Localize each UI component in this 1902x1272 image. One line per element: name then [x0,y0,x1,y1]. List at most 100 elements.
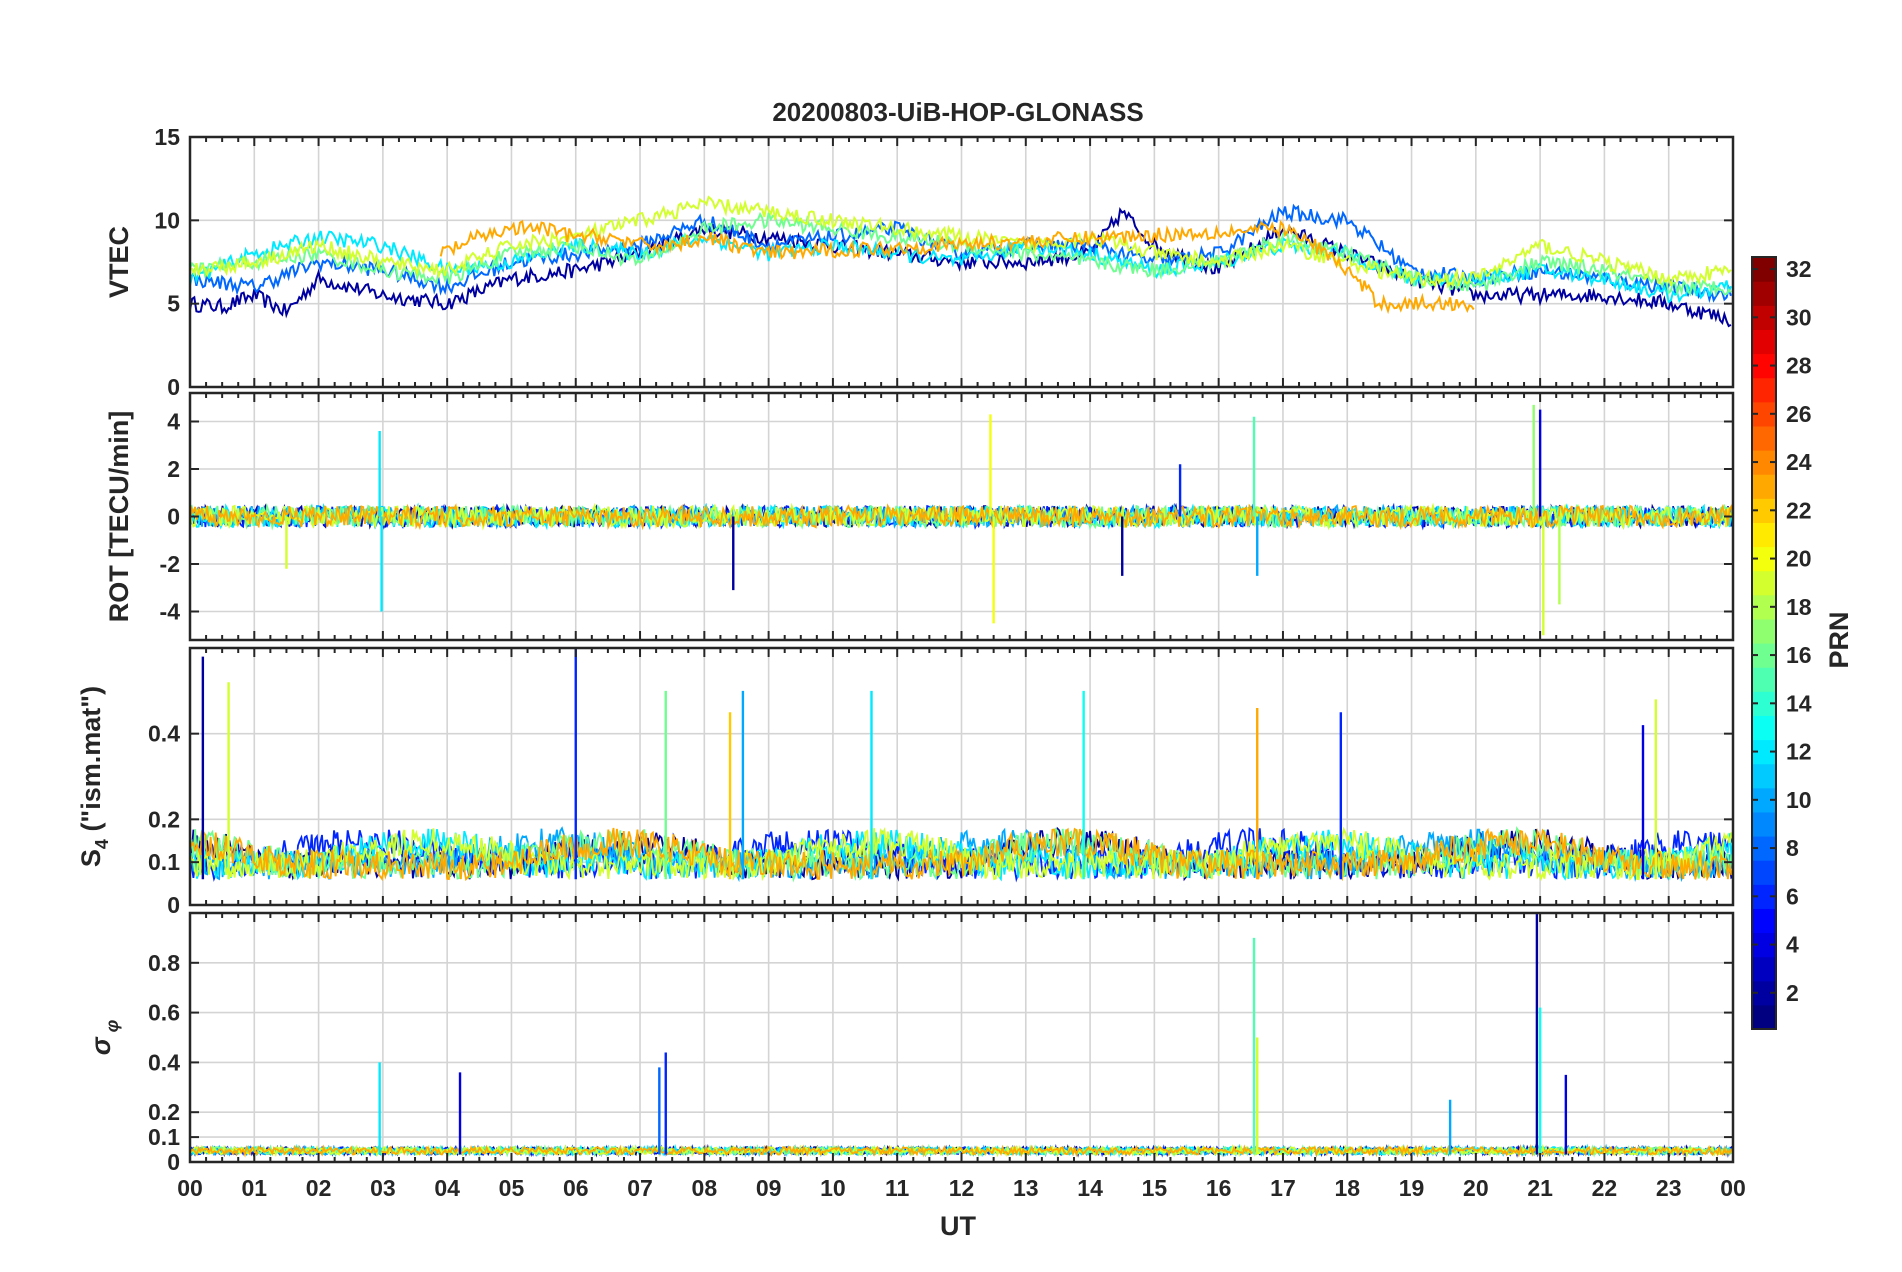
colorbar-tick-label: 4 [1786,932,1799,958]
panel-s4: 0 0.1 0.2 0.4 S4 ("ism.mat") [76,646,1735,918]
colorbar-tick-label: 14 [1786,690,1812,716]
x-tick-label: 00 [1720,1175,1746,1201]
x-tick-label: 02 [306,1175,332,1201]
series-group [190,404,1733,636]
x-tick-labels: 00 01 02 03 04 05 06 07 08 09 10 11 12 13 14 15 16 17 18 19… [177,1175,1746,1201]
noise-trace-prn-23 [190,503,1733,531]
x-tick-label: 23 [1656,1175,1682,1201]
colorbar-tick-label: 32 [1786,256,1812,282]
figure-title: 20200803-UiB-HOP-GLONASS [772,97,1143,127]
noise-trace-prn-19 [190,826,1733,882]
colorbar-tick-label: 18 [1786,594,1812,620]
y-tick-label: 0 [167,1149,180,1175]
x-tick-label: 00 [177,1175,203,1201]
y-tick-label: 0.4 [148,1049,180,1075]
y-tick-label: 0.2 [148,1099,180,1125]
x-tick-label: 03 [370,1175,396,1201]
x-tick-label: 12 [949,1175,975,1201]
x-tick-label: 21 [1527,1175,1553,1201]
series-group [190,195,1732,328]
colorbar-level [1752,425,1776,451]
colorbar-tick-label: 24 [1786,449,1812,475]
colorbar-level [1752,763,1776,789]
x-tick-label: 18 [1334,1175,1360,1201]
y-tick-label: -2 [160,551,180,577]
x-tick-label: 13 [1013,1175,1039,1201]
x-axis-label: UT [940,1211,976,1241]
colorbar-level [1752,811,1776,837]
y-tick-label: 5 [167,291,180,317]
colorbar-tick-label: 28 [1786,353,1812,379]
x-tick-label: 07 [627,1175,653,1201]
colorbar-level [1752,860,1776,885]
colorbar-level [1752,956,1776,982]
colorbar-level [1752,281,1776,306]
y-tick-label: 4 [167,409,180,435]
y-tick-label: 0.1 [148,849,180,875]
x-tick-label: 05 [499,1175,525,1201]
series-group [190,648,1733,883]
series-line-prn-19 [190,195,1732,289]
colorbar-tick-label: 30 [1786,304,1812,330]
y-axis-label: S4 ("ism.mat") [76,686,112,867]
y-tick-label: 15 [154,124,180,150]
colorbar-frame [1751,256,1777,1030]
x-tick-label: 22 [1592,1175,1618,1201]
y-tick-label: 0 [167,892,180,918]
y-tick-label: 0 [167,374,180,400]
y-tick-label: 0.6 [148,1000,180,1026]
panel-rot: -4 -2 0 2 4 ROT [TECU/min] [104,391,1735,642]
y-tick-label: -4 [160,599,181,625]
y-tick-label: 0.1 [148,1124,180,1150]
colorbar-level [1752,667,1776,692]
x-tick-label: 01 [241,1175,267,1201]
x-tick-label: 15 [1142,1175,1168,1201]
y-axis-label: VTEC [104,226,134,298]
colorbar-tick-label: 26 [1786,401,1812,427]
x-tick-label: 04 [434,1175,460,1201]
colorbar-tick-label: 16 [1786,642,1812,668]
y-tick-label: 0.2 [148,806,180,832]
x-tick-label: 11 [885,1175,910,1201]
colorbar-tick-label: 10 [1786,787,1812,813]
y-tick-label: 0 [167,504,180,530]
colorbar-label: PRN [1824,611,1854,668]
x-tick-label: 20 [1463,1175,1489,1201]
x-tick-label: 10 [820,1175,846,1201]
noise-trace-prn-23 [190,827,1733,882]
y-tick-label: 10 [154,207,180,233]
x-tick-label: 06 [563,1175,589,1201]
colorbar-level [1752,1004,1776,1030]
colorbar-tick-label: 22 [1786,497,1812,523]
x-tick-label: 17 [1270,1175,1296,1201]
series-line-prn-23 [439,219,1475,315]
colorbar-level [1752,522,1776,548]
x-tick-label: 16 [1206,1175,1232,1201]
y-axis-label: ROT [TECU/min] [104,411,134,622]
x-tick-label: 09 [756,1175,782,1201]
colorbar-tick-label: 20 [1786,546,1812,572]
colorbar-level [1752,377,1776,403]
y-tick-label: 2 [167,456,180,482]
colorbar-level [1752,715,1776,741]
panel-vtec: 0 5 10 15 VTEC [104,124,1735,400]
colorbar-level [1752,618,1776,644]
x-tick-label: 19 [1399,1175,1425,1201]
y-tick-label: 0.8 [148,950,180,976]
x-tick-label: 14 [1077,1175,1103,1201]
y-tick-label: 0.4 [148,721,180,747]
colorbar-tick-label: 12 [1786,739,1812,765]
colorbar-level [1752,570,1776,596]
noise-trace-prn-19 [190,502,1733,531]
colorbar-level [1752,908,1776,934]
colorbar-level [1752,474,1776,499]
x-tick-label: 08 [692,1175,718,1201]
colorbar-tick-label: 2 [1786,980,1799,1006]
colorbar-level [1752,329,1776,355]
y-axis-label: σ φ [86,1019,122,1055]
panel-sigma_phi: 00.10.2 0.4 0.6 0.8 σ φ [86,911,1735,1175]
colorbar-tick-label: 6 [1786,883,1799,909]
